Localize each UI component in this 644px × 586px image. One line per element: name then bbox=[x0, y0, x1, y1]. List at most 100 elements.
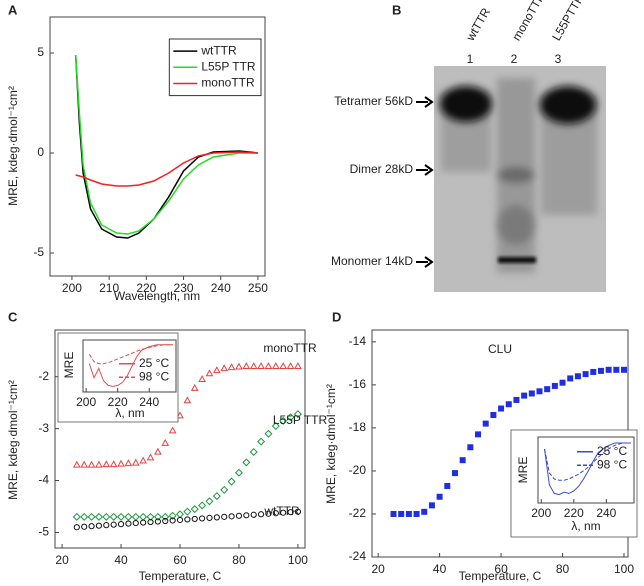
band-label: Tetramer 56kD bbox=[334, 94, 413, 108]
data-point bbox=[279, 362, 288, 370]
data-point bbox=[413, 510, 420, 517]
data-point bbox=[190, 505, 199, 514]
data-line bbox=[544, 442, 631, 481]
gel-band bbox=[498, 205, 534, 245]
data-point bbox=[146, 512, 155, 521]
data-point bbox=[168, 426, 177, 434]
data-point bbox=[176, 411, 184, 419]
panel-label: C bbox=[8, 309, 18, 324]
series-label: CLU bbox=[488, 342, 512, 356]
data-point bbox=[162, 517, 169, 525]
x-tick-label: 200 bbox=[62, 281, 82, 295]
x-tick-label: 200 bbox=[531, 506, 551, 520]
data-point bbox=[139, 456, 147, 464]
data-point bbox=[72, 460, 81, 468]
data-point bbox=[124, 459, 133, 467]
data-point bbox=[605, 366, 612, 373]
x-tick-label: 20 bbox=[55, 553, 69, 567]
data-point bbox=[220, 364, 229, 372]
legend-label: 98 °C bbox=[139, 369, 169, 383]
data-point bbox=[243, 512, 250, 519]
data-point bbox=[250, 511, 257, 518]
data-point bbox=[228, 513, 235, 520]
data-point bbox=[221, 513, 228, 520]
data-point bbox=[73, 524, 80, 531]
data-point bbox=[72, 512, 81, 521]
data-point bbox=[205, 497, 214, 506]
y-axis-label: MRE, kdeg·dmol⁻¹cm² bbox=[6, 380, 20, 500]
legend-label: 98 °C bbox=[597, 457, 627, 471]
data-point bbox=[551, 382, 558, 389]
lane-number: 1 bbox=[467, 52, 474, 66]
data-point bbox=[103, 522, 110, 529]
data-point bbox=[102, 460, 111, 468]
data-point bbox=[198, 501, 207, 510]
x-tick-label: 210 bbox=[99, 281, 119, 295]
data-point bbox=[87, 460, 96, 468]
data-point bbox=[146, 453, 155, 461]
x-tick-label: 250 bbox=[248, 281, 268, 295]
data-point bbox=[213, 366, 221, 374]
lane-name: monoTTR bbox=[509, 0, 548, 43]
band-label: Dimer 28kD bbox=[350, 162, 414, 176]
data-point bbox=[271, 422, 280, 431]
panel-label: D bbox=[332, 309, 341, 324]
data-point bbox=[183, 507, 192, 516]
data-point bbox=[139, 512, 148, 521]
data-point bbox=[536, 388, 543, 395]
data-point bbox=[132, 519, 139, 527]
x-axis-label: λ, nm bbox=[115, 406, 144, 420]
gel bbox=[434, 66, 606, 292]
x-tick-label: 200 bbox=[76, 395, 96, 409]
gel-band bbox=[498, 257, 536, 263]
data-point bbox=[482, 420, 489, 427]
x-tick-label: 100 bbox=[288, 553, 308, 567]
data-point bbox=[242, 362, 251, 370]
y-tick-label: -20 bbox=[349, 463, 367, 477]
x-tick-label: 20 bbox=[371, 562, 385, 576]
chart: -5 0 5 200 210 220 230 240 250 Wavelength, nm MRE,… bbox=[6, 16, 268, 303]
gel-band bbox=[540, 86, 596, 124]
data-point bbox=[444, 482, 451, 489]
x-tick-label: 80 bbox=[232, 553, 246, 567]
data-point bbox=[206, 514, 213, 521]
data-point bbox=[257, 511, 265, 518]
data-point bbox=[147, 518, 154, 526]
x-tick-label: 60 bbox=[173, 553, 187, 567]
data-point bbox=[154, 447, 162, 455]
x-tick-label: 40 bbox=[433, 562, 447, 576]
data-point bbox=[574, 373, 581, 380]
gel-band bbox=[440, 86, 492, 122]
x-tick-label: 40 bbox=[114, 553, 128, 567]
data-point bbox=[183, 396, 192, 404]
inset-box bbox=[57, 332, 179, 423]
data-point bbox=[264, 362, 273, 370]
plot-frame bbox=[537, 436, 635, 504]
legend-label: 25 °C bbox=[139, 356, 169, 370]
data-point bbox=[81, 523, 88, 530]
legend-label: monoTTR bbox=[201, 76, 255, 90]
y-tick-label: -22 bbox=[349, 506, 367, 520]
y-tick-label: -16 bbox=[349, 377, 367, 391]
data-point bbox=[513, 396, 520, 403]
x-tick-label: 100 bbox=[614, 562, 634, 576]
data-point bbox=[161, 512, 170, 521]
plot-frame bbox=[82, 339, 177, 393]
data-point bbox=[94, 512, 103, 521]
data-point bbox=[175, 510, 185, 519]
y-tick-label: -24 bbox=[349, 549, 367, 563]
data-point bbox=[272, 510, 279, 517]
panel-label: B bbox=[392, 2, 401, 17]
x-tick-label: 220 bbox=[564, 506, 584, 520]
data-line bbox=[544, 442, 631, 496]
data-point bbox=[176, 516, 184, 524]
x-axis-label: λ, nm bbox=[571, 519, 600, 533]
x-tick-label: 240 bbox=[211, 281, 231, 295]
y-axis-label: MRE, kdeg·dmol⁻¹cm² bbox=[6, 86, 20, 206]
y-tick-label: -2 bbox=[38, 369, 49, 383]
gel-band bbox=[498, 167, 534, 183]
data-point bbox=[190, 383, 199, 391]
y-tick-label: -3 bbox=[38, 421, 49, 435]
